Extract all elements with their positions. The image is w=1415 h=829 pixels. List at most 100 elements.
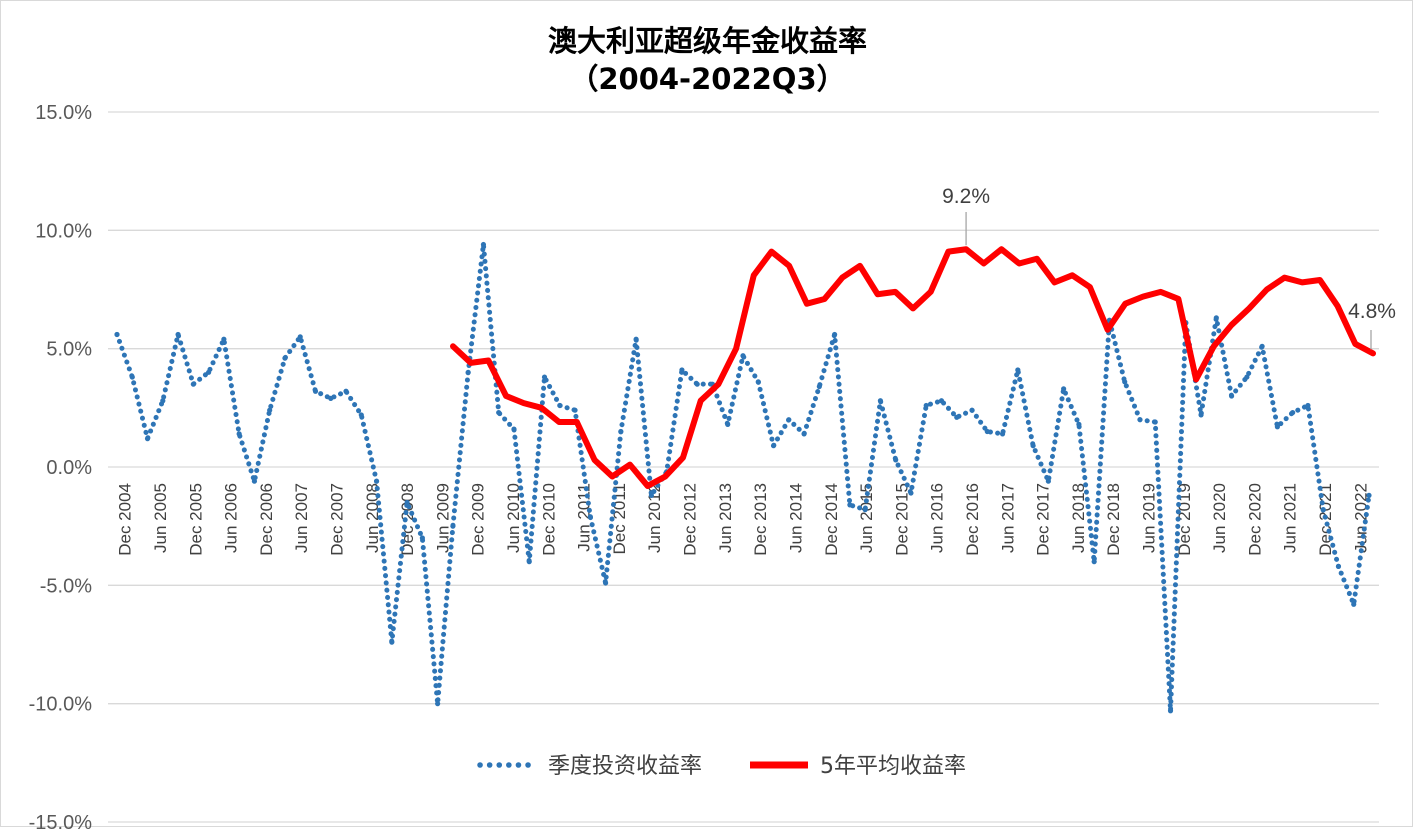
x-tick-label: Jun 2016: [928, 483, 947, 553]
x-tick-label: Dec 2019: [1175, 483, 1194, 556]
data-point-quarterly: [358, 412, 364, 418]
data-point-quarterly: [847, 502, 853, 508]
data-point-quarterly: [557, 402, 563, 409]
data-point-quarterly: [236, 431, 242, 437]
x-tick-label: Jun 2013: [716, 483, 735, 553]
x-tick-label: Dec 2017: [1034, 483, 1053, 556]
x-tick-label: Jun 2018: [1069, 483, 1088, 553]
data-point-quarterly: [129, 374, 135, 380]
data-point-quarterly: [1076, 421, 1082, 427]
x-tick-label: Dec 2006: [257, 483, 276, 556]
x-tick-label: Jun 2005: [151, 483, 170, 553]
data-point-quarterly: [648, 492, 654, 498]
data-point-quarterly: [1122, 379, 1128, 385]
chart-subtitle: （2004-2022Q3）: [569, 62, 846, 96]
x-tick-label: Jun 2017: [998, 483, 1017, 553]
data-point-quarterly: [1091, 559, 1097, 565]
data-point-quarterly: [1152, 419, 1158, 425]
data-point-quarterly: [969, 407, 975, 413]
data-point-quarterly: [175, 331, 181, 338]
data-point-quarterly: [877, 398, 884, 404]
x-tick-label: Dec 2011: [610, 483, 629, 555]
data-point-quarterly: [832, 331, 838, 338]
data-point-quarterly: [511, 426, 517, 432]
data-point-quarterly: [267, 407, 273, 413]
data-point-quarterly: [450, 523, 456, 529]
x-tick-label: Jun 2011: [575, 483, 594, 552]
x-tick-label: Dec 2005: [186, 483, 205, 556]
data-point-quarterly: [572, 407, 578, 413]
data-point-quarterly: [1198, 412, 1204, 418]
data-point-quarterly: [541, 374, 548, 380]
data-point-quarterly: [373, 478, 380, 484]
data-point-quarterly: [1274, 424, 1280, 430]
data-point-quarterly: [1244, 374, 1250, 380]
data-point-quarterly: [160, 398, 166, 404]
y-tick-label: 5.0%: [46, 339, 92, 361]
data-point-quarterly: [1305, 402, 1311, 409]
legend-item-quarterly: 季度投资收益率: [477, 754, 702, 779]
chart-legend: 季度投资收益率 5年平均收益率: [477, 754, 966, 779]
data-point-quarterly: [679, 367, 685, 373]
data-point-quarterly: [389, 639, 395, 645]
data-point-quarterly: [1015, 367, 1021, 373]
x-tick-label: Dec 2004: [116, 483, 135, 556]
data-point-quarterly: [618, 428, 624, 435]
data-point-quarterly: [282, 355, 288, 361]
x-tick-label: Dec 2015: [892, 483, 911, 556]
data-point-quarterly: [496, 409, 502, 416]
x-tick-label: Jun 2015: [857, 483, 876, 553]
data-point-quarterly: [114, 331, 120, 338]
x-tick-label: Dec 2009: [469, 483, 488, 556]
data-point-quarterly: [1213, 315, 1219, 321]
data-point-quarterly: [893, 457, 899, 463]
data-point-quarterly: [343, 388, 349, 394]
series-5yr-average: [450, 246, 1376, 489]
data-point-quarterly: [908, 490, 914, 496]
x-tick-label: Jun 2008: [363, 483, 382, 553]
x-tick-label: Dec 2016: [963, 483, 982, 556]
x-tick-label: Dec 2018: [1104, 483, 1123, 556]
x-tick-label: Jun 2019: [1140, 483, 1159, 553]
x-tick-label: Jun 2006: [222, 483, 241, 553]
legend-label-quarterly: 季度投资收益率: [548, 754, 702, 779]
data-point-quarterly: [587, 514, 593, 520]
y-tick-label: 15.0%: [35, 102, 92, 124]
data-point-quarterly: [404, 499, 410, 506]
data-point-quarterly: [923, 402, 929, 409]
data-point-quarterly: [221, 336, 227, 342]
annotation-label: 9.2%: [942, 185, 990, 208]
chart-title: 澳大利亚超级年金收益率 （2004-2022Q3）: [0, 22, 1415, 98]
data-point-quarterly: [984, 428, 990, 435]
data-point-quarterly: [786, 417, 792, 423]
data-point-quarterly: [206, 369, 212, 375]
data-point-quarterly: [1351, 601, 1357, 607]
data-point-quarterly: [312, 388, 319, 394]
data-point-quarterly: [1045, 478, 1051, 484]
x-tick-label: Dec 2014: [822, 483, 841, 556]
data-point-quarterly: [938, 398, 945, 404]
data-point-quarterly: [1259, 343, 1265, 349]
x-tick-label: Jun 2010: [504, 483, 523, 553]
y-tick-label: -5.0%: [40, 575, 92, 597]
data-point-quarterly: [1030, 443, 1036, 449]
y-tick-label: 0.0%: [46, 457, 92, 479]
x-tick-label: Dec 2007: [327, 483, 346, 556]
data-point-quarterly: [526, 559, 532, 565]
data-point-quarterly: [190, 381, 196, 387]
x-tick-label: Dec 2013: [751, 483, 770, 556]
data-point-quarterly: [297, 334, 303, 340]
x-tick-label: Dec 2010: [539, 483, 558, 556]
data-point-quarterly: [144, 436, 151, 442]
chart-title-main: 澳大利亚超级年金收益率: [547, 24, 867, 58]
annotation-label: 4.8%: [1348, 300, 1396, 323]
x-tick-label: Jun 2007: [292, 483, 311, 553]
data-point-quarterly: [1335, 563, 1342, 570]
data-point-quarterly: [1137, 417, 1143, 423]
data-point-quarterly: [862, 507, 868, 513]
data-point-quarterly: [251, 478, 258, 484]
data-point-quarterly: [419, 535, 425, 541]
x-tick-label: Jun 2014: [786, 483, 805, 553]
